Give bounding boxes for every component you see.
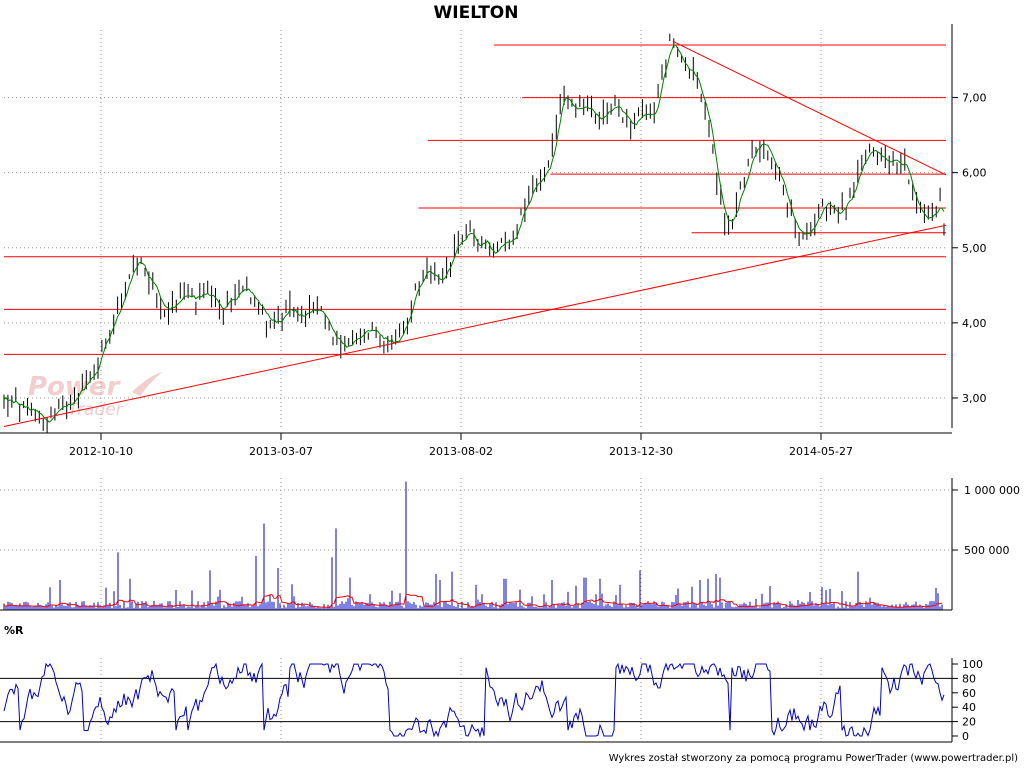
price-y-tick-label: 7,00 xyxy=(962,92,987,105)
williams-r-y-tick-label: 20 xyxy=(962,716,976,729)
price-panel: 3,00 4,00 5,00 6,00 7,00 2012-10-10 2013-03-0… xyxy=(0,24,987,458)
powertrader-watermark: Power Trader xyxy=(28,372,162,420)
williams-r-y-tick-label: 100 xyxy=(962,658,983,671)
volume-y-axis: 500 000 1 000 000 xyxy=(0,478,1020,611)
price-x-tick-label: 2012-10-10 xyxy=(69,445,133,458)
chart-title: WIELTON xyxy=(434,3,519,23)
price-y-tick-label: 6,00 xyxy=(962,167,987,180)
price-x-tick-label: 2014-05-27 xyxy=(789,445,853,458)
williams-r-y-tick-label: 40 xyxy=(962,701,976,714)
price-x-axis: 2012-10-10 2013-03-07 2013-08-02 2013-12-30… xyxy=(0,432,952,458)
williams-r-y-tick-label: 80 xyxy=(962,672,976,685)
watermark-line2: Trader xyxy=(68,400,124,420)
price-line xyxy=(3,44,945,423)
williams-r-label: %R xyxy=(4,624,24,637)
footer-credit: Wykres został stworzony za pomocą progra… xyxy=(609,753,1018,764)
williams-r-y-tick-label: 60 xyxy=(962,687,976,700)
williams-r-grid xyxy=(0,658,952,742)
price-x-tick-label: 2013-03-07 xyxy=(249,445,313,458)
williams-r-line xyxy=(3,662,945,738)
williams-r-y-tick-label: 0 xyxy=(962,730,969,743)
price-x-tick-label: 2013-08-02 xyxy=(429,445,493,458)
volume-grid xyxy=(0,478,952,610)
volume-average-line xyxy=(3,593,943,609)
watermark-swoosh-icon xyxy=(132,372,162,396)
price-y-tick-label: 4,00 xyxy=(962,317,987,330)
volume-y-tick-label: 1 000 000 xyxy=(964,484,1020,497)
price-trendline xyxy=(672,40,947,176)
volume-y-tick-label: 500 000 xyxy=(964,544,1010,557)
price-x-tick-label: 2013-12-30 xyxy=(609,445,673,458)
price-bars xyxy=(3,33,945,433)
volume-bars xyxy=(3,481,943,610)
price-y-tick-label: 3,00 xyxy=(962,392,987,405)
volume-panel: 500 000 1 000 000 xyxy=(0,478,1020,611)
price-y-axis: 3,00 4,00 5,00 6,00 7,00 xyxy=(951,24,987,428)
price-trendline xyxy=(3,224,947,427)
price-y-tick-label: 5,00 xyxy=(962,242,987,255)
price-trendlines xyxy=(3,40,947,427)
